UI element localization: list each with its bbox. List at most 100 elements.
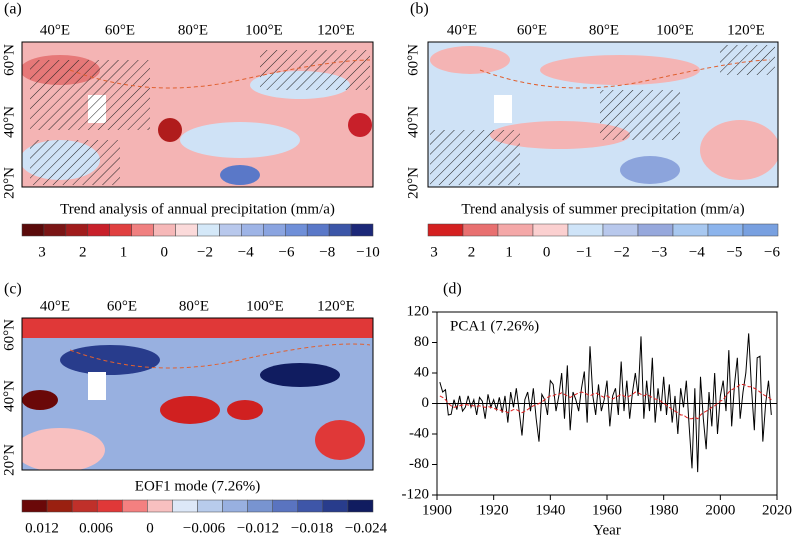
colorbar-cell <box>297 499 324 513</box>
colorbar-tick-label: 0.012 <box>25 520 59 536</box>
colorbar-tick-label: −0.018 <box>291 520 333 536</box>
map-frame <box>21 41 374 188</box>
colorbar-cell <box>21 223 45 237</box>
colorbar-cell <box>532 223 569 237</box>
colorbar-cell <box>247 499 273 513</box>
x-axis-label: Year <box>593 522 621 538</box>
lat-label: 40°N <box>1 106 17 138</box>
colorbar-cell <box>322 499 349 513</box>
panel-label: (d) <box>443 281 462 298</box>
lon-label: 80°E <box>179 298 209 314</box>
lat-label: 60°N <box>405 44 421 76</box>
colorbar-tick-label: −10 <box>356 244 379 260</box>
colorbar-tick-label: 2 <box>79 244 87 260</box>
colorbar-cell <box>21 499 48 513</box>
colorbar-cell <box>87 223 110 237</box>
colorbar-cell <box>147 499 173 513</box>
series-line <box>439 333 772 473</box>
colorbar-cell <box>672 223 709 237</box>
colorbar-tick-label: −6 <box>764 244 780 260</box>
lat-label: 40°N <box>1 380 17 412</box>
colorbar-cell <box>427 223 464 237</box>
colorbar-tick-label: 2 <box>468 244 476 260</box>
annotation: PCA1 (7.26%) <box>450 318 539 334</box>
lon-label: 100°E <box>656 22 694 38</box>
colorbar-tick-label: −0.006 <box>183 520 226 536</box>
colorbar-tick-label: 3 <box>38 244 46 260</box>
colorbar-tick-label: −5 <box>726 244 742 260</box>
lon-label: 100°E <box>246 298 284 314</box>
colorbar-tick-label: 0 <box>161 244 169 260</box>
lat-label: 40°N <box>405 106 421 138</box>
map-a <box>22 42 373 187</box>
colorbar-cell <box>219 223 242 237</box>
lon-label: 80°E <box>178 22 208 38</box>
lat-label: 20°N <box>405 167 421 199</box>
y-tick-label: 120 <box>407 303 430 319</box>
colorbar-tick-label: −0.012 <box>237 520 279 536</box>
colorbar-cell <box>71 499 98 513</box>
colorbar-tick-label: −4 <box>689 244 705 260</box>
x-tick-label: 2020 <box>762 502 792 518</box>
colorbar-cell <box>707 223 744 237</box>
lon-label: 40°E <box>40 298 70 314</box>
colorbar-tick-label: −6 <box>279 244 295 260</box>
colorbar-cell <box>197 223 220 237</box>
colorbar-cell <box>306 223 330 237</box>
x-tick-label: 1940 <box>535 502 565 518</box>
lon-label: 120°E <box>727 22 765 38</box>
x-tick-label: 1960 <box>592 502 622 518</box>
lon-label: 120°E <box>317 298 355 314</box>
colorbar-cell <box>462 223 499 237</box>
lon-label: 120°E <box>317 22 355 38</box>
lon-label: 40°E <box>40 22 70 38</box>
map-c <box>22 318 373 470</box>
colorbar-cell <box>46 499 73 513</box>
x-tick-label: 1920 <box>479 502 509 518</box>
colorbar-cell <box>65 223 89 237</box>
lon-label: 40°E <box>447 22 477 38</box>
colorbar-cell <box>109 223 132 237</box>
colorbar-cell <box>347 499 374 513</box>
panel-label: (c) <box>4 281 22 298</box>
lon-label: 60°E <box>517 22 547 38</box>
colorbar-cell <box>497 223 534 237</box>
colorbar-cell <box>328 223 352 237</box>
colorbar-cell <box>197 499 223 513</box>
map-frame <box>21 317 374 471</box>
lon-label: 60°E <box>107 298 137 314</box>
series-line <box>439 383 772 420</box>
colorbar-cell <box>742 223 779 237</box>
colorbar-tick-label: −3 <box>651 244 667 260</box>
colorbar-cell <box>350 223 374 237</box>
colorbar-cell <box>637 223 674 237</box>
map-title: Trend analysis of summer precipitation (… <box>461 201 744 217</box>
colorbar-cell <box>263 223 286 237</box>
colorbar-tick-label: 0 <box>146 520 154 536</box>
colorbar-cell <box>172 499 198 513</box>
panel-label: (b) <box>410 1 429 18</box>
x-tick-label: 1980 <box>649 502 679 518</box>
y-tick-label: -120 <box>402 486 430 502</box>
x-tick-label: 2000 <box>705 502 735 518</box>
colorbar-cell <box>222 499 248 513</box>
lon-label: 100°E <box>245 22 283 38</box>
colorbar-cell <box>175 223 198 237</box>
map-b <box>428 42 778 187</box>
y-tick-label: 40 <box>414 364 429 380</box>
panel-label: (a) <box>4 1 22 18</box>
map-title: Trend analysis of annual precipitation (… <box>60 201 335 217</box>
lat-label: 20°N <box>1 167 17 199</box>
colorbar-tick-label: −2 <box>614 244 630 260</box>
colorbar-tick-label: −4 <box>238 244 254 260</box>
colorbar-cell <box>272 499 299 513</box>
colorbar-tick-label: 0 <box>543 244 551 260</box>
colorbar-cell <box>43 223 67 237</box>
lat-label: 60°N <box>1 44 17 76</box>
y-tick-label: -40 <box>409 425 429 441</box>
colorbar-cell <box>131 223 154 237</box>
y-tick-label: 80 <box>414 334 429 350</box>
colorbar-cell <box>122 499 148 513</box>
map-title: EOF1 mode (7.26%) <box>135 478 260 494</box>
